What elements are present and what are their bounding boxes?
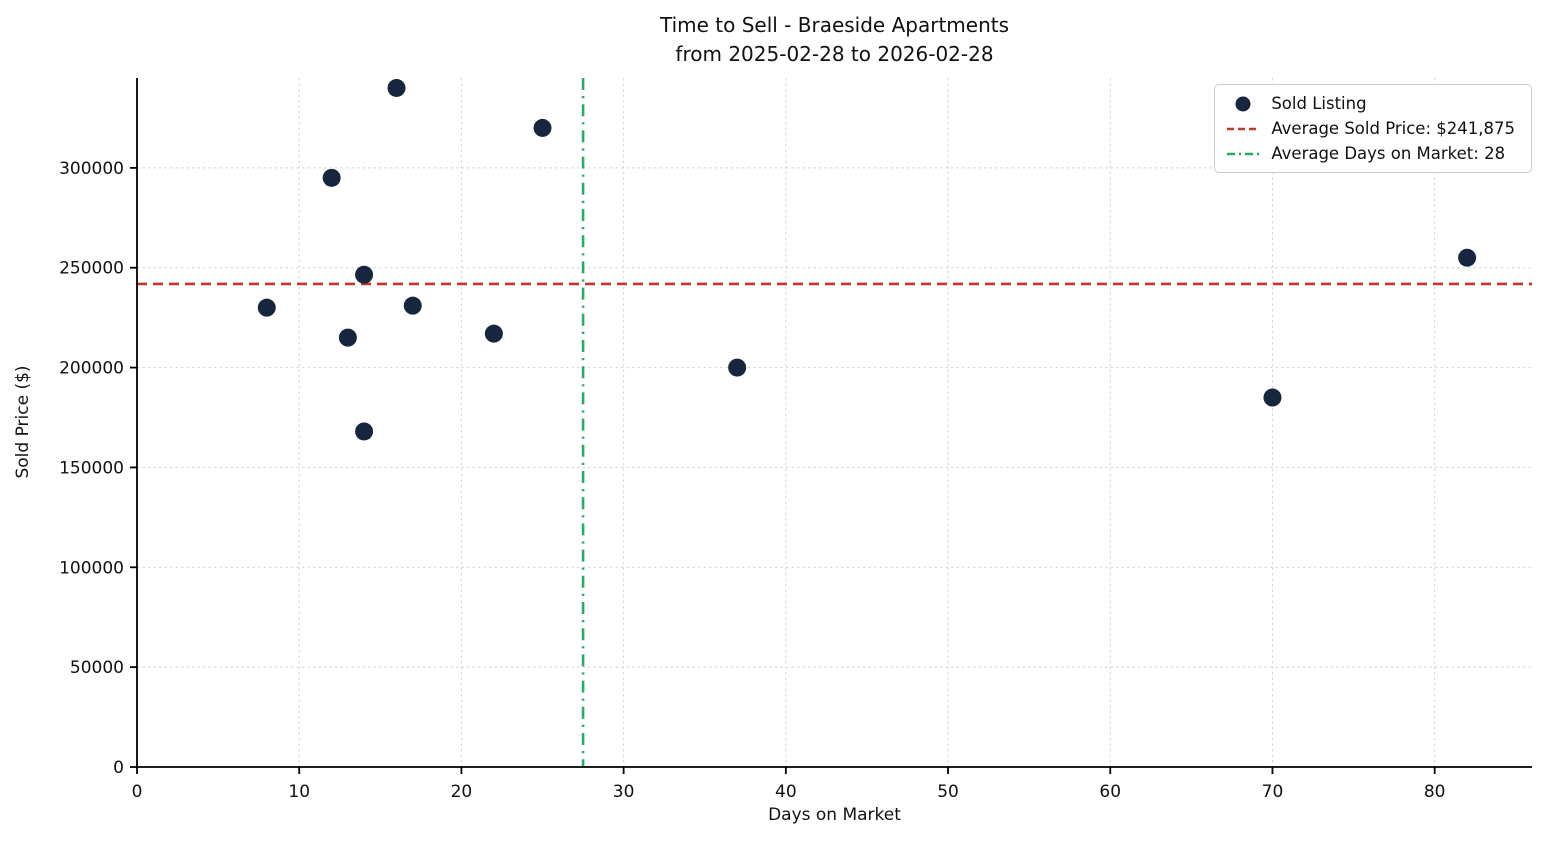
legend-label-avg-sold-price: Average Sold Price: $241,875 [1271,119,1515,138]
scatter-point [387,78,406,97]
scatter-point [533,118,552,137]
y-axis-label: Sold Price ($) [13,365,33,479]
y-tick-label: 0 [113,758,124,778]
y-tick-label: 100000 [59,558,124,578]
y-tick-label: 50000 [70,658,124,678]
legend-item-avg-sold-price: Average Sold Price: $241,875 [1225,119,1515,138]
scatter-point [728,358,747,377]
scatter-point [1263,388,1282,407]
scatter-point [1458,248,1477,267]
x-axis-label: Days on Market [768,805,901,825]
x-tick-label: 10 [288,782,310,802]
scatter-point [355,422,374,441]
scatter-point [257,298,276,317]
chart-title: Time to Sell - Braeside Apartments from … [137,11,1532,69]
chart-title-line2: from 2025-02-28 to 2026-02-28 [675,42,994,66]
avg-days-dashdot-line-icon [1227,152,1260,155]
x-tick-label: 20 [451,782,473,802]
legend-item-sold-listing: Sold Listing [1225,94,1515,113]
chart-title-line1: Time to Sell - Braeside Apartments [659,13,1010,37]
x-tick-label: 0 [132,782,143,802]
y-tick-label: 300000 [59,159,124,179]
scatter-point [484,324,503,343]
scatter-point [403,296,422,315]
x-tick-label: 80 [1424,782,1446,802]
y-tick-label: 200000 [59,359,124,379]
y-tick-label: 250000 [59,259,124,279]
x-tick-label: 40 [775,782,797,802]
sold-listing-marker-icon [1235,96,1251,111]
legend-label-sold-listing: Sold Listing [1271,94,1367,113]
legend-item-avg-days-on-market: Average Days on Market: 28 [1225,144,1515,163]
x-tick-label: 50 [937,782,959,802]
scatter-point [338,328,357,347]
y-tick-label: 150000 [59,458,124,478]
x-tick-label: 60 [1099,782,1121,802]
scatter-point [355,265,374,284]
legend: Sold Listing Average Sold Price: $241,87… [1214,84,1532,173]
avg-sold-price-dashed-line-icon [1227,127,1260,130]
legend-label-avg-days-on-market: Average Days on Market: 28 [1271,144,1506,163]
scatter-point [322,168,341,187]
x-tick-label: 30 [613,782,635,802]
x-tick-label: 70 [1262,782,1284,802]
